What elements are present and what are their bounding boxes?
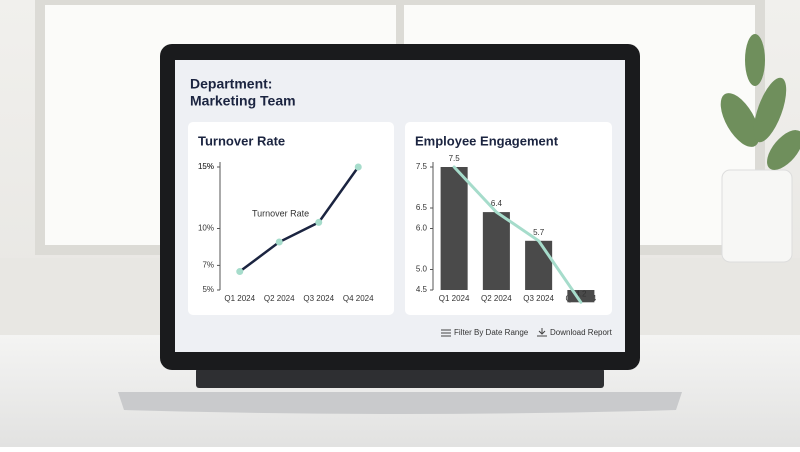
- keyboard: [196, 368, 604, 388]
- plant: [720, 34, 800, 170]
- download-icon: [537, 328, 547, 337]
- y-tick-label: 7.5: [416, 162, 428, 171]
- x-tick-label: Q1 2024: [439, 294, 470, 303]
- download-label[interactable]: Download Report: [550, 328, 613, 337]
- department-label: Department:: [190, 76, 272, 92]
- trend-line: [452, 165, 583, 304]
- bar: [440, 167, 468, 290]
- plant-pot: [721, 169, 793, 263]
- filter-button[interactable]: Filter By Date Range: [441, 328, 529, 337]
- x-tick-label: Q1 2024: [224, 294, 255, 303]
- x-tick-label: Q2 2024: [264, 294, 295, 303]
- y-tick-label: 7%: [202, 261, 214, 270]
- value-label: 7.5: [449, 154, 461, 163]
- y-tick-label: 15%: [198, 162, 214, 171]
- chart-title: Turnover Rate: [198, 133, 285, 148]
- chart-title: Employee Engagement: [415, 133, 559, 148]
- laptop-base: [118, 392, 682, 414]
- value-label: 4.2: [575, 289, 587, 298]
- y-tick-label: 15%: [198, 162, 214, 171]
- bar: [525, 240, 553, 290]
- x-tick-label: Q3 2024: [303, 294, 334, 303]
- value-label: 5.7: [533, 228, 545, 237]
- x-tick-label: Q3 2024: [523, 294, 554, 303]
- point: [236, 268, 244, 276]
- bar: [482, 212, 510, 290]
- point: [275, 238, 283, 246]
- annotation: Turnover Rate: [252, 208, 309, 218]
- point: [354, 163, 362, 171]
- x-tick-label: Q2 2024: [481, 294, 512, 303]
- point: [315, 218, 323, 226]
- y-tick-label: 4.5: [416, 285, 428, 294]
- department-name: Marketing Team: [190, 93, 296, 109]
- download-button[interactable]: Download Report: [537, 328, 613, 337]
- y-tick-label: 6.5: [416, 203, 428, 212]
- y-tick-label: 10%: [198, 224, 214, 233]
- x-tick-label: Q4 2024: [343, 294, 374, 303]
- y-tick-label: 5.0: [416, 265, 428, 274]
- y-tick-label: 6.0: [416, 224, 428, 233]
- y-tick-label: 5%: [202, 285, 214, 294]
- filter-label[interactable]: Filter By Date Range: [454, 328, 529, 337]
- card: [188, 122, 394, 315]
- value-label: 6.4: [491, 199, 503, 208]
- line: [239, 166, 360, 273]
- filter-icon: [441, 329, 451, 337]
